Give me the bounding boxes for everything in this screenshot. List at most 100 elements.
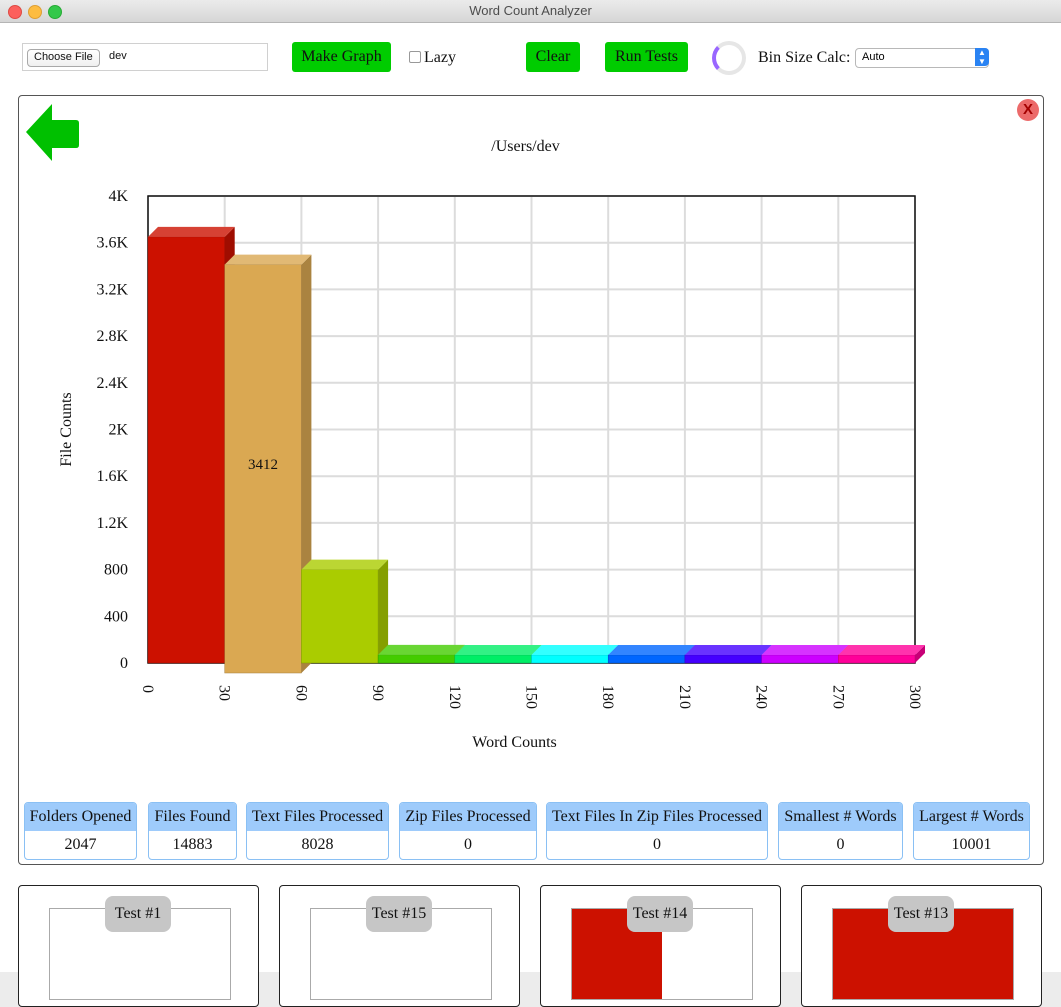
y-tick-label: 3.2K xyxy=(96,281,128,298)
bin-size-label: Bin Size Calc: xyxy=(758,49,851,66)
bar-top xyxy=(531,645,619,655)
stat-label: Files Found xyxy=(149,803,236,831)
stat-label: Largest # Words xyxy=(914,803,1029,831)
histogram-bar xyxy=(377,654,456,664)
lazy-toggle[interactable]: Lazy xyxy=(409,49,456,67)
x-tick-label: 90 xyxy=(369,685,386,701)
stat-text-files-processed: Text Files Processed 8028 xyxy=(246,802,389,860)
bar-top xyxy=(148,226,235,237)
stat-folders-opened: Folders Opened 2047 xyxy=(24,802,137,860)
histogram-bar xyxy=(607,654,686,664)
bar-top xyxy=(761,645,849,655)
title-bar: Word Count Analyzer xyxy=(0,0,1061,23)
stat-label: Zip Files Processed xyxy=(400,803,536,831)
bin-size-select[interactable]: Auto ▲ ▼ xyxy=(855,48,989,68)
stat-label: Text Files In Zip Files Processed xyxy=(547,803,767,831)
lazy-checkbox[interactable] xyxy=(409,51,421,63)
bar-top xyxy=(378,644,465,655)
histogram-bar xyxy=(147,236,225,664)
stat-text-files-in-zip: Text Files In Zip Files Processed 0 xyxy=(546,802,768,860)
test-card-15[interactable]: Test #15 xyxy=(279,885,520,1007)
y-axis-label: File Counts xyxy=(58,392,75,466)
histogram-bar xyxy=(531,654,609,664)
app-content: Choose File dev Make Graph Lazy Clear Ru… xyxy=(0,23,1061,1007)
zoom-window-button[interactable] xyxy=(48,5,62,19)
histogram-bar xyxy=(454,654,532,664)
stat-label: Text Files Processed xyxy=(247,803,388,831)
y-tick-label: 2.8K xyxy=(96,328,128,345)
loading-spinner-icon xyxy=(712,41,746,75)
bar-side xyxy=(915,645,925,663)
bar-value-label: 3412 xyxy=(248,457,278,473)
x-tick-label: 270 xyxy=(829,685,846,709)
clear-button[interactable]: Clear xyxy=(526,42,580,72)
chart-title: /Users/dev xyxy=(491,138,559,155)
stat-largest-words: Largest # Words 10001 xyxy=(913,802,1030,860)
file-input[interactable]: Choose File dev xyxy=(22,43,268,71)
test-card-14[interactable]: Test #14 xyxy=(540,885,781,1007)
stat-value: 10001 xyxy=(951,836,992,853)
x-tick-label: 30 xyxy=(216,685,233,701)
stat-value: 0 xyxy=(464,836,472,853)
x-tick-label: 150 xyxy=(523,685,540,709)
select-arrows-icon: ▲ ▼ xyxy=(975,48,989,66)
x-tick-label: 180 xyxy=(599,685,616,709)
y-tick-label: 800 xyxy=(104,562,128,579)
stat-value: 0 xyxy=(653,836,661,853)
y-tick-label: 1.6K xyxy=(96,468,128,485)
stat-smallest-words: Smallest # Words 0 xyxy=(778,802,903,860)
y-tick-label: 1.2K xyxy=(96,515,128,532)
histogram-bar xyxy=(301,569,379,664)
bar-top xyxy=(608,645,695,655)
bar-top xyxy=(301,559,389,570)
test-label: Test #14 xyxy=(627,896,693,932)
minimize-window-button[interactable] xyxy=(28,5,42,19)
x-tick-label: 210 xyxy=(676,685,693,709)
back-arrow-icon[interactable] xyxy=(24,101,80,163)
test-label: Test #15 xyxy=(366,896,432,932)
close-panel-button[interactable]: X xyxy=(1017,99,1039,121)
test-card-13[interactable]: Test #13 xyxy=(801,885,1042,1007)
bar-side xyxy=(378,559,389,663)
choose-file-button[interactable]: Choose File xyxy=(27,49,100,67)
x-tick-label: 300 xyxy=(906,685,923,709)
y-tick-label: 2K xyxy=(108,422,128,439)
y-tick-label: 3.6K xyxy=(96,235,128,252)
lazy-label: Lazy xyxy=(424,49,456,66)
x-tick-label: 120 xyxy=(446,685,463,709)
bar-top xyxy=(224,254,312,265)
y-tick-label: 2.4K xyxy=(96,375,128,392)
stat-value: 8028 xyxy=(301,836,334,853)
stat-value: 2047 xyxy=(64,836,97,853)
stat-value: 0 xyxy=(836,836,845,853)
test-label: Test #1 xyxy=(105,896,171,932)
x-tick-label: 0 xyxy=(139,685,156,693)
window-title: Word Count Analyzer xyxy=(469,3,592,18)
x-tick-label: 60 xyxy=(292,685,309,701)
histogram-bar xyxy=(838,654,916,664)
stat-label: Smallest # Words xyxy=(779,803,902,831)
stat-label: Folders Opened xyxy=(25,803,136,831)
histogram-bar xyxy=(684,654,762,664)
histogram-bar xyxy=(224,264,302,674)
bar-top xyxy=(838,645,925,655)
x-tick-label: 240 xyxy=(753,685,770,709)
bar-top xyxy=(454,645,542,655)
bar-top xyxy=(684,645,772,655)
stat-files-found: Files Found 14883 xyxy=(148,802,237,860)
graph-panel: X /Users/dev Word Counts File Counts 0 400 80… xyxy=(18,95,1044,865)
file-name: dev xyxy=(109,50,127,62)
y-tick-label: 400 xyxy=(104,608,128,625)
run-tests-button[interactable]: Run Tests xyxy=(605,42,688,72)
x-axis-label: Word Counts xyxy=(472,734,557,751)
y-tick-label: 4K xyxy=(108,188,128,205)
test-card-1[interactable]: Test #1 xyxy=(18,885,259,1007)
y-tick-label: 0 xyxy=(120,655,128,672)
histogram-bar xyxy=(761,654,839,664)
make-graph-button[interactable]: Make Graph xyxy=(292,42,391,72)
close-window-button[interactable] xyxy=(8,5,22,19)
stat-value: 14883 xyxy=(172,836,213,853)
histogram-chart: /Users/dev Word Counts File Counts 0 400 800 1… xyxy=(58,138,925,751)
bin-size-value: Auto xyxy=(862,51,885,63)
test-label: Test #13 xyxy=(888,896,954,932)
